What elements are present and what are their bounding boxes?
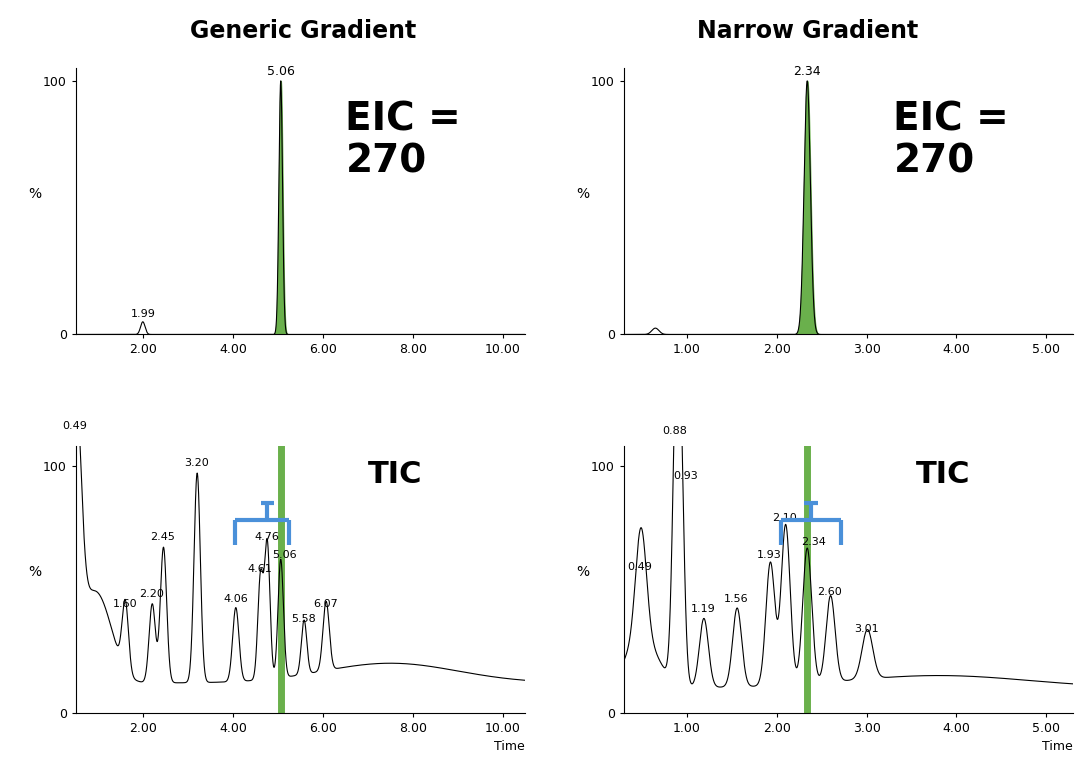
Text: 2.60: 2.60 [817, 587, 842, 597]
Text: Narrow Gradient: Narrow Gradient [697, 19, 918, 43]
Text: 2.20: 2.20 [140, 589, 165, 599]
Text: 0.49: 0.49 [63, 421, 88, 431]
Text: 1.93: 1.93 [757, 550, 782, 559]
Text: 1.60: 1.60 [113, 599, 138, 609]
Text: 2.34: 2.34 [801, 537, 826, 547]
Text: 3.01: 3.01 [854, 624, 879, 634]
Text: 1.56: 1.56 [724, 594, 749, 604]
Text: EIC =
270: EIC = 270 [346, 100, 461, 180]
Text: 5.06: 5.06 [267, 65, 295, 78]
Text: 1.99: 1.99 [130, 309, 155, 319]
Text: 0.49: 0.49 [628, 562, 653, 572]
Text: TIC: TIC [916, 459, 970, 489]
Text: 0.88: 0.88 [662, 427, 687, 437]
Text: 5.58: 5.58 [292, 614, 317, 624]
Text: 2.45: 2.45 [151, 532, 176, 543]
Y-axis label: %: % [28, 565, 41, 579]
Text: 2.10: 2.10 [773, 512, 797, 523]
Text: 3.20: 3.20 [184, 459, 209, 468]
Text: 5.06: 5.06 [272, 550, 297, 559]
Text: EIC =
270: EIC = 270 [893, 100, 1009, 180]
X-axis label: Time: Time [1043, 740, 1073, 753]
Y-axis label: %: % [576, 565, 590, 579]
Text: 4.61: 4.61 [247, 565, 272, 575]
Y-axis label: %: % [576, 187, 590, 202]
X-axis label: Time: Time [494, 740, 525, 753]
Text: Generic Gradient: Generic Gradient [191, 19, 416, 43]
Y-axis label: %: % [28, 187, 41, 202]
Text: TIC: TIC [367, 459, 423, 489]
Text: 6.07: 6.07 [313, 599, 338, 609]
Text: 2.34: 2.34 [793, 65, 821, 78]
Text: 4.06: 4.06 [223, 594, 248, 604]
Text: 0.93: 0.93 [673, 471, 698, 481]
Text: 1.19: 1.19 [691, 604, 715, 614]
Text: 4.76: 4.76 [255, 532, 280, 543]
